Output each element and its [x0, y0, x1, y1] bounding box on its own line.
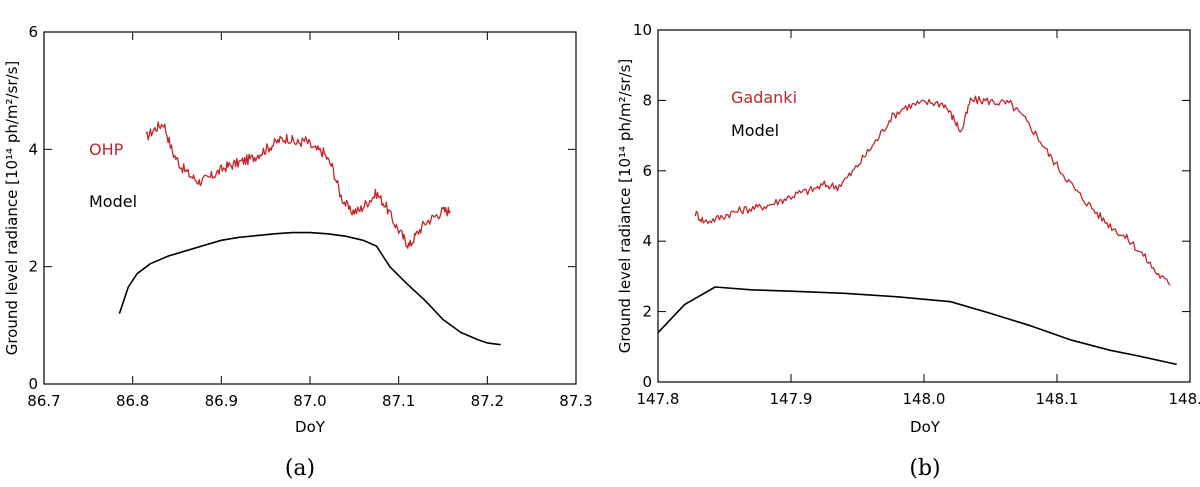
x-ticks-b: 147.8 147.9 148.0 148.1 148.2 — [637, 30, 1200, 408]
legend-model-a: Model — [89, 192, 137, 211]
panel-label-a: (a) — [285, 456, 315, 481]
plot-frame-b — [657, 29, 1191, 383]
x-tick-label: 87.3 — [559, 392, 592, 410]
x-tick-label: 148.1 — [1036, 390, 1079, 408]
ylabel-b: Ground level radiance [10¹⁴ ph/m²/sr/s] — [616, 59, 634, 354]
series-line-model — [118, 231, 501, 346]
x-tick-label: 87.1 — [382, 392, 415, 410]
x-tick-label: 86.9 — [205, 392, 238, 410]
panel-label-b: (b) — [909, 456, 940, 481]
x-tick-label: 148.0 — [903, 390, 946, 408]
series-group-a — [118, 121, 501, 346]
x-tick-label: 86.7 — [27, 392, 60, 410]
y-tick-label: 0 — [642, 373, 652, 391]
y-tick-label: 2 — [28, 258, 38, 276]
y-tick-label: 10 — [633, 21, 652, 39]
x-tick-label: 147.9 — [770, 390, 813, 408]
xlabel-b: DoY — [910, 418, 941, 436]
y-tick-label: 0 — [28, 375, 38, 393]
ylabel-a: Ground level radiance [10¹⁴ ph/m²/sr/s] — [3, 61, 21, 356]
y-tick-label: 6 — [642, 162, 652, 180]
chart-panel-a: 0 2 4 6 86.7 86.8 86.9 87.0 87.1 87.2 87.3 Ground… — [3, 23, 593, 481]
x-ticks-a: 86.7 86.8 86.9 87.0 87.1 87.2 87.3 — [27, 32, 593, 410]
x-tick-label: 148.2 — [1169, 390, 1200, 408]
x-tick-label: 86.8 — [116, 392, 149, 410]
x-tick-label: 147.8 — [637, 390, 680, 408]
series-group-b — [657, 95, 1177, 366]
x-tick-label: 87.2 — [471, 392, 504, 410]
series-line-ohp — [145, 121, 451, 249]
y-tick-label: 2 — [642, 303, 652, 321]
y-tick-label: 6 — [28, 23, 38, 41]
y-tick-label: 4 — [642, 232, 652, 250]
series-line-gadanki — [694, 95, 1171, 286]
xlabel-a: DoY — [295, 418, 326, 436]
series-line-model — [657, 286, 1177, 366]
y-ticks-b: 0 2 4 6 8 10 — [633, 21, 1190, 391]
legend-gadanki: Gadanki — [731, 88, 797, 107]
y-tick-label: 4 — [28, 140, 38, 158]
legend-model-b: Model — [731, 121, 779, 140]
chart-panel-b: 0 2 4 6 8 10 147.8 147.9 148.0 148.1 148.2 Ground… — [616, 21, 1200, 481]
x-tick-label: 87.0 — [293, 392, 326, 410]
legend-ohp: OHP — [89, 140, 124, 159]
y-tick-label: 8 — [642, 91, 652, 109]
y-ticks-a: 0 2 4 6 — [28, 23, 576, 393]
